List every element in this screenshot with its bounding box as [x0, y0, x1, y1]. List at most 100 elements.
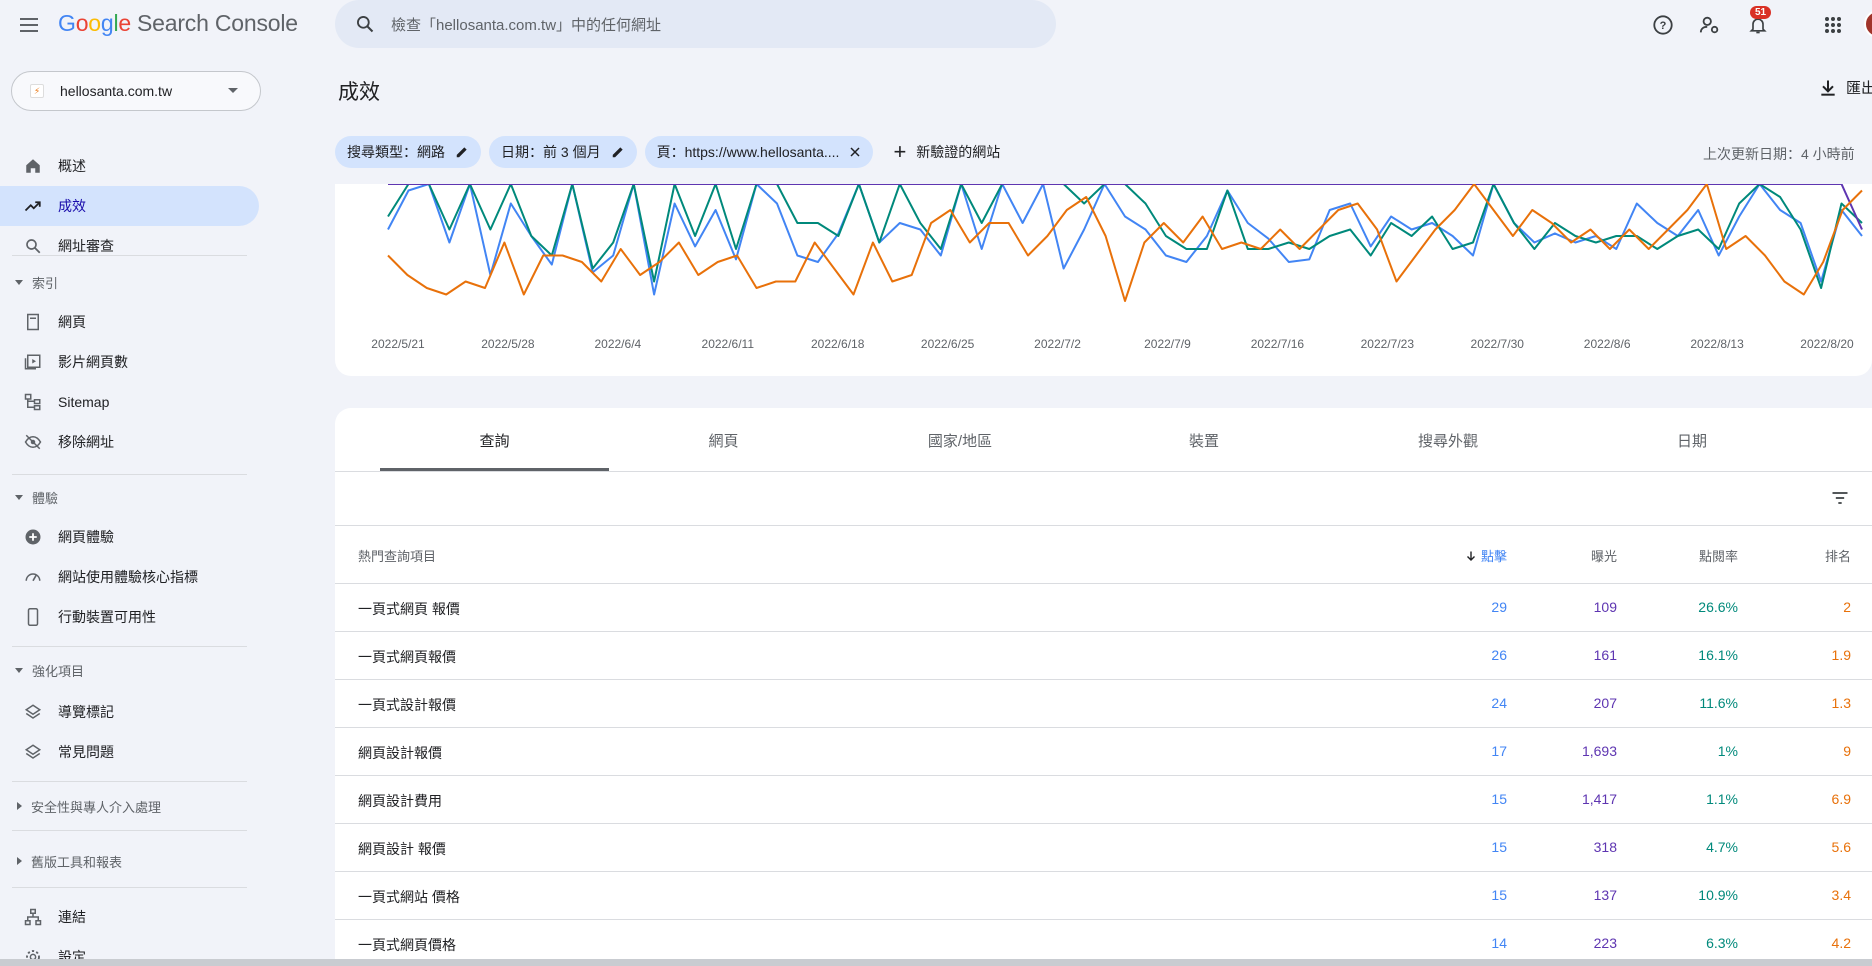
section-label: 安全性與專人介入處理 [31, 799, 162, 815]
clicks-cell: 29 [1491, 599, 1507, 615]
gauge-icon [24, 568, 42, 586]
sidebar-item-removals[interactable]: 移除網址 [0, 422, 259, 462]
sidebar-item-breadcrumbs[interactable]: 導覽標記 [0, 692, 259, 732]
impressions-cell: 109 [1593, 599, 1617, 615]
table-row[interactable]: 網頁設計費用 15 1,417 1.1% 6.9 [335, 776, 1872, 824]
tab-search-appearance[interactable]: 搜尋外觀 [1417, 432, 1478, 450]
sidebar-item-label: Sitemap [58, 394, 110, 410]
x-tick-label: 2022/8/20 [1800, 337, 1854, 351]
top-bar: Google Search Console 檢查「hellosanta.com.… [0, 0, 1872, 50]
sidebar-item-label: 行動裝置可用性 [58, 609, 156, 625]
caret-down-icon [15, 494, 23, 500]
divider [12, 781, 247, 782]
sidebar-item-overview[interactable]: 概述 [0, 146, 259, 186]
impressions-cell: 207 [1593, 695, 1617, 711]
horizontal-scrollbar[interactable] [0, 959, 1872, 966]
x-tick-label: 2022/6/11 [702, 337, 755, 351]
trending-up-icon [24, 197, 42, 215]
sidebar-item-label: 網址審查 [58, 238, 114, 254]
x-tick-label: 2022/7/9 [1144, 337, 1191, 351]
filter-chip-search-type[interactable]: 搜尋類型：網路 [335, 136, 481, 168]
table-row[interactable]: 網頁設計 報價 15 318 4.7% 5.6 [335, 824, 1872, 872]
section-security[interactable]: 安全性與專人介入處理 [0, 792, 250, 820]
filter-bar: 搜尋類型：網路 日期：前 3 個月 頁：https://www.hellosan… [335, 136, 1000, 168]
ctr-cell: 6.3% [1706, 935, 1738, 951]
x-tick-label: 2022/7/2 [1034, 337, 1081, 351]
sidebar-item-performance[interactable]: 成效 [0, 186, 259, 226]
query-cell: 一頁式網頁 報價 [358, 601, 460, 617]
export-label: 匯出 [1846, 80, 1872, 97]
avatar[interactable] [1864, 10, 1872, 38]
pencil-icon[interactable] [611, 145, 625, 159]
pencil-icon[interactable] [455, 145, 469, 159]
x-tick-label: 2022/8/6 [1584, 337, 1631, 351]
position-cell: 5.6 [1831, 839, 1851, 855]
sidebar-item-video-pages[interactable]: 影片網頁數 [0, 342, 259, 382]
performance-chart[interactable]: 2022/5/21 2022/5/28 2022/6/4 2022/6/11 2022/… [335, 184, 1872, 376]
header-query[interactable]: 熱門查詢項目 [358, 549, 437, 564]
menu-icon[interactable] [18, 13, 42, 37]
tab-dates[interactable]: 日期 [1676, 432, 1707, 450]
section-experience[interactable]: 體驗 [0, 483, 250, 511]
export-button[interactable]: 匯出 [1818, 77, 1872, 98]
table-header: 熱門查詢項目 點擊 曝光 點閱率 排名 [335, 526, 1872, 584]
sidebar-item-faq[interactable]: 常見問題 [0, 732, 259, 772]
url-inspect-search[interactable]: 檢查「hellosanta.com.tw」中的任何網址 [335, 0, 1056, 48]
section-enhancements[interactable]: 強化項目 [0, 656, 250, 684]
sidebar-item-label: 導覽標記 [58, 704, 114, 720]
divider [12, 830, 247, 831]
sidebar-item-core-web-vitals[interactable]: 網站使用體驗核心指標 [0, 557, 259, 597]
filter-chip-date[interactable]: 日期：前 3 個月 [489, 136, 637, 168]
table-row[interactable]: 網頁設計報價 17 1,693 1% 9 [335, 728, 1872, 776]
arrow-down-icon [1466, 551, 1475, 561]
section-index[interactable]: 索引 [0, 268, 250, 296]
phone-icon [24, 608, 42, 626]
sidebar-item-sitemap[interactable]: Sitemap [0, 382, 259, 422]
chart-svg: 2022/5/21 2022/5/28 2022/6/4 2022/6/11 2022/… [371, 184, 1863, 351]
clicks-cell: 17 [1491, 743, 1507, 759]
ctr-cell: 16.1% [1698, 647, 1738, 663]
sidebar-item-page-experience[interactable]: 網頁體驗 [0, 517, 259, 557]
sidebar-item-mobile-usability[interactable]: 行動裝置可用性 [0, 597, 259, 637]
add-filter-button[interactable]: + 新驗證的網站 [893, 141, 1000, 163]
property-selector[interactable]: ⚡ hellosanta.com.tw [11, 71, 261, 111]
notifications-icon[interactable] [1745, 12, 1771, 38]
tab-countries[interactable]: 國家/地區 [927, 432, 993, 450]
sidebar-item-url-inspection[interactable]: 網址審查 [0, 226, 259, 266]
help-icon[interactable]: ? [1650, 12, 1676, 38]
clicks-cell: 15 [1491, 791, 1507, 807]
chevron-down-icon [228, 88, 238, 93]
tab-queries[interactable]: 查詢 [479, 432, 510, 450]
ctr-cell: 11.6% [1699, 695, 1738, 711]
header-impressions[interactable]: 曝光 [1590, 549, 1617, 564]
svg-text:?: ? [1660, 20, 1667, 32]
tab-devices[interactable]: 裝置 [1188, 432, 1219, 450]
sidebar-item-links[interactable]: 連結 [0, 897, 259, 937]
header-position[interactable]: 排名 [1824, 549, 1851, 564]
clicks-cell: 15 [1491, 887, 1507, 903]
filter-chip-page[interactable]: 頁：https://www.hellosanta.... [644, 136, 874, 168]
table-row[interactable]: 一頁式網站 價格 15 137 10.9% 3.4 [335, 872, 1872, 920]
sidebar-item-pages[interactable]: 網頁 [0, 302, 259, 342]
tab-pages[interactable]: 網頁 [708, 432, 739, 450]
filter-icon[interactable] [1830, 488, 1850, 513]
close-icon[interactable] [849, 146, 861, 158]
section-label: 強化項目 [32, 663, 85, 679]
sidebar-item-label: 概述 [58, 158, 86, 174]
table-row[interactable]: 一頁式網頁報價 26 161 16.1% 1.9 [335, 632, 1872, 680]
table-row[interactable]: 一頁式設計報價 24 207 11.6% 1.3 [335, 680, 1872, 728]
table-row[interactable]: 一頁式網頁價格 14 223 6.3% 4.2 [335, 920, 1872, 966]
position-cell: 6.9 [1831, 791, 1851, 807]
header-ctr[interactable]: 點閱率 [1698, 549, 1738, 564]
apps-grid-icon[interactable] [1820, 12, 1846, 38]
clicks-cell: 15 [1491, 839, 1507, 855]
app-logo[interactable]: Google Search Console [58, 10, 298, 37]
x-tick-label: 2022/6/25 [921, 337, 975, 351]
user-settings-icon[interactable] [1697, 12, 1723, 38]
header-clicks[interactable]: 點擊 [1460, 546, 1507, 565]
section-legacy[interactable]: 舊版工具和報表 [0, 847, 250, 875]
position-cell: 3.4 [1831, 887, 1851, 903]
ctr-cell: 1.1% [1706, 791, 1738, 807]
table-row[interactable]: 一頁式網頁 報價 29 109 26.6% 2 [335, 584, 1872, 632]
divider [12, 474, 247, 475]
